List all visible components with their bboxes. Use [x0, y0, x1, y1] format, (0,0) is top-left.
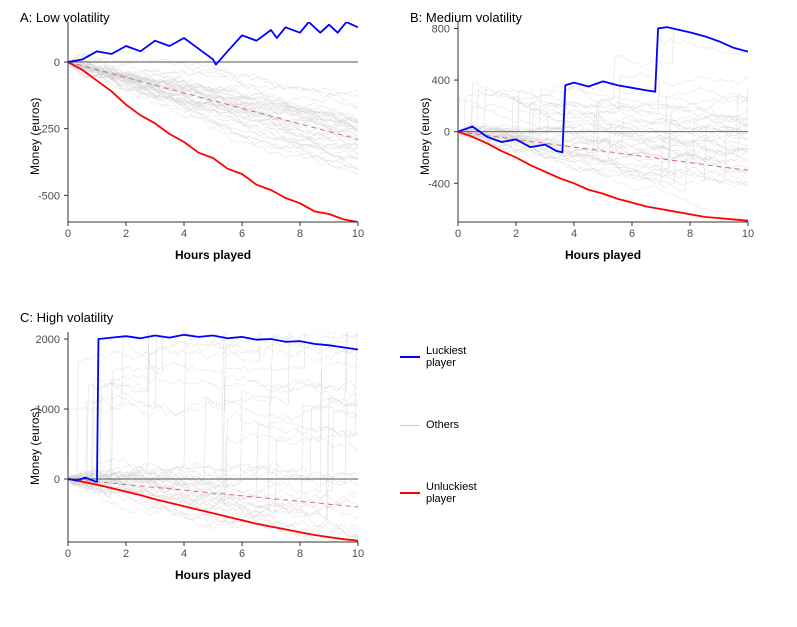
svg-text:0: 0: [455, 228, 461, 240]
svg-text:0: 0: [54, 474, 60, 486]
svg-text:4: 4: [571, 228, 577, 240]
svg-text:6: 6: [239, 228, 245, 240]
svg-text:0: 0: [444, 127, 450, 139]
panel-b-plot: 0246810-4000400800: [458, 22, 748, 222]
svg-text:2000: 2000: [36, 334, 60, 346]
svg-text:-500: -500: [38, 190, 60, 202]
svg-text:2: 2: [123, 228, 129, 240]
svg-text:2: 2: [123, 548, 129, 560]
svg-text:0: 0: [65, 228, 71, 240]
panel-c-title: C: High volatility: [20, 310, 113, 325]
legend-swatch-unluckiest: [400, 492, 420, 494]
svg-text:1000: 1000: [36, 404, 60, 416]
svg-text:800: 800: [432, 23, 450, 35]
svg-text:10: 10: [742, 228, 754, 240]
svg-text:10: 10: [352, 548, 364, 560]
svg-text:-400: -400: [428, 178, 450, 190]
panel-a-ylabel: Money (euros): [28, 98, 42, 175]
legend: Luckiest player Others Unluckiest player: [400, 345, 520, 505]
panel-a-xlabel: Hours played: [175, 248, 251, 262]
svg-text:8: 8: [687, 228, 693, 240]
legend-item-luckiest: Luckiest player: [400, 345, 520, 369]
svg-text:-250: -250: [38, 124, 60, 136]
panel-b-xlabel: Hours played: [565, 248, 641, 262]
legend-item-unluckiest: Unluckiest player: [400, 481, 520, 505]
legend-label-unluckiest: Unluckiest player: [426, 481, 477, 505]
panel-a-plot: 0246810-500-2500: [68, 22, 358, 222]
legend-swatch-others: [400, 425, 420, 426]
svg-text:4: 4: [181, 228, 187, 240]
svg-text:400: 400: [432, 75, 450, 87]
svg-text:2: 2: [513, 228, 519, 240]
legend-label-luckiest: Luckiest player: [426, 345, 466, 369]
svg-text:0: 0: [54, 57, 60, 69]
figure-root: A: Low volatility Money (euros) Hours pl…: [0, 0, 797, 627]
panel-c-xlabel: Hours played: [175, 568, 251, 582]
panel-b-ylabel: Money (euros): [418, 98, 432, 175]
svg-text:8: 8: [297, 548, 303, 560]
legend-item-others: Others: [400, 419, 520, 431]
svg-text:4: 4: [181, 548, 187, 560]
svg-text:8: 8: [297, 228, 303, 240]
svg-text:0: 0: [65, 548, 71, 560]
panel-c-plot: 0246810010002000: [68, 332, 358, 542]
svg-text:10: 10: [352, 228, 364, 240]
legend-swatch-luckiest: [400, 356, 420, 358]
panel-c-ylabel: Money (euros): [28, 408, 42, 485]
svg-text:6: 6: [239, 548, 245, 560]
legend-label-others: Others: [426, 419, 459, 431]
svg-text:6: 6: [629, 228, 635, 240]
